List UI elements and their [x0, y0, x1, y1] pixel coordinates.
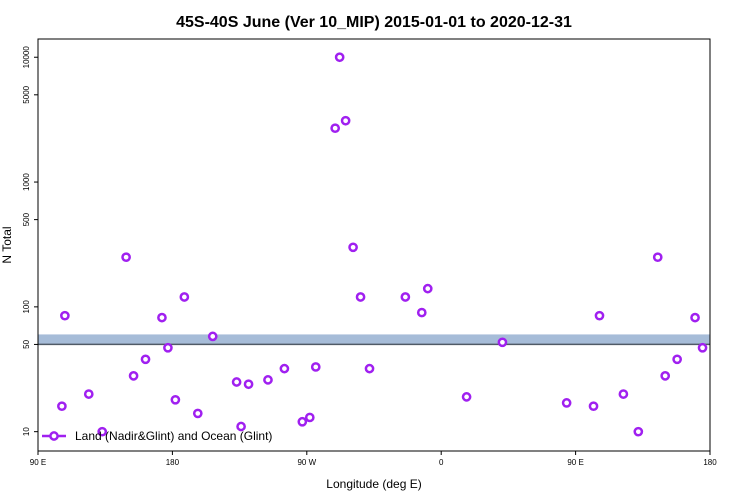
data-point — [97, 426, 108, 437]
data-point — [170, 394, 181, 405]
threshold-fill — [38, 334, 710, 345]
y-tick-label: 1000 — [22, 173, 31, 191]
x-tick-label: 90 W — [297, 458, 316, 467]
data-point — [364, 363, 375, 374]
legend-label: Land (Nadir&Glint) and Ocean (Glint) — [75, 429, 272, 443]
data-point — [690, 312, 700, 323]
y-tick-label: 500 — [22, 212, 31, 226]
threshold-band — [38, 334, 710, 346]
data-point — [140, 354, 151, 365]
data-point — [660, 371, 671, 381]
x-tick-label: 180 — [166, 458, 180, 467]
legend-marker — [49, 431, 59, 441]
data-point — [231, 377, 242, 387]
data-point — [588, 401, 599, 412]
data-points — [57, 52, 708, 437]
data-point — [163, 342, 173, 353]
data-point — [461, 392, 472, 402]
y-tick-label: 5000 — [22, 85, 31, 103]
data-point — [330, 123, 341, 134]
data-point — [334, 52, 345, 63]
data-point — [263, 375, 273, 385]
data-point — [697, 342, 708, 353]
data-point — [348, 242, 358, 253]
y-axis-label: N Total — [0, 226, 14, 263]
data-point — [497, 337, 508, 348]
y-tick-label: 100 — [22, 300, 31, 314]
x-tick-label: 90 E — [567, 458, 583, 467]
legend: Land (Nadir&Glint) and Ocean (Glint) — [42, 429, 272, 443]
data-point — [672, 354, 682, 365]
y-axis: 10 50 100 500 1000 5000 10000 — [22, 46, 38, 436]
data-point — [561, 398, 572, 408]
data-point — [416, 307, 427, 318]
data-point — [355, 292, 366, 302]
data-point — [83, 389, 94, 399]
data-point — [422, 283, 433, 294]
data-point — [236, 421, 246, 432]
data-point — [121, 252, 131, 263]
data-point — [243, 379, 254, 390]
data-point — [60, 310, 70, 321]
data-point — [652, 252, 663, 263]
data-point — [297, 416, 308, 427]
data-point — [128, 371, 139, 381]
x-tick-label: 0 — [439, 458, 444, 467]
x-tick-label: 90 E — [30, 458, 46, 467]
data-point — [179, 292, 190, 302]
data-point — [207, 331, 218, 342]
x-axis: 90 E 180 90 W 0 90 E 180 — [30, 451, 717, 467]
data-point — [618, 389, 629, 399]
data-point — [157, 312, 167, 323]
data-point — [594, 310, 605, 321]
x-tick-label: 180 — [703, 458, 717, 467]
data-point — [192, 408, 203, 419]
data-point — [279, 363, 290, 374]
y-tick-label: 10 — [22, 427, 31, 436]
data-point — [340, 115, 351, 126]
data-point — [400, 292, 411, 302]
data-point — [304, 412, 315, 423]
x-axis-label: Longitude (deg E) — [326, 477, 421, 491]
y-tick-label: 50 — [22, 339, 31, 348]
plot-frame — [37, 38, 711, 452]
data-point — [310, 362, 321, 372]
chart-title: 45S-40S June (Ver 10_MIP) 2015-01-01 to … — [176, 14, 572, 31]
y-tick-label: 10000 — [22, 46, 31, 69]
data-point — [633, 426, 644, 437]
data-point — [57, 401, 67, 412]
